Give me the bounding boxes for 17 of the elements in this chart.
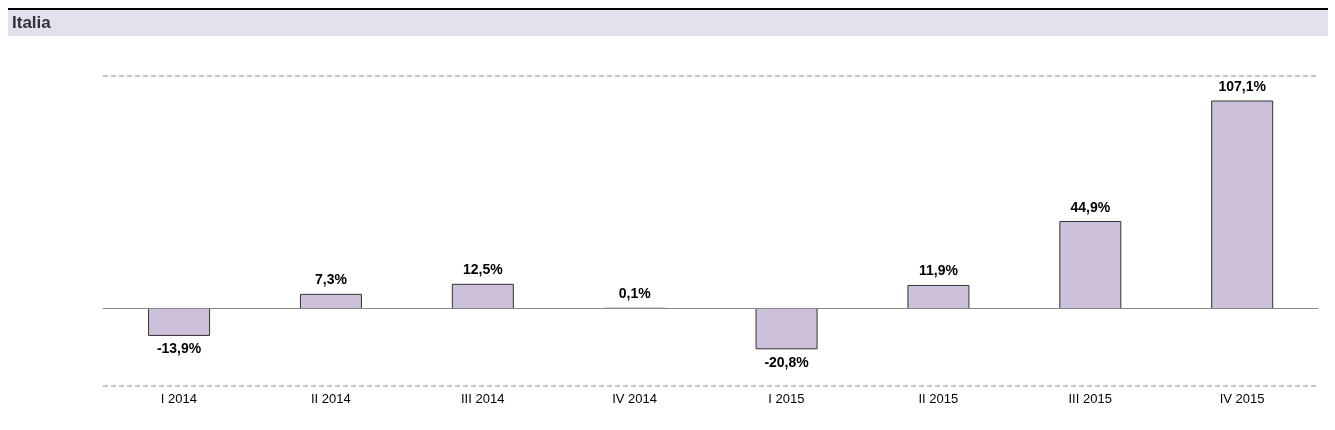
data-label: 107,1% [1218, 77, 1267, 94]
data-label: -13,9% [156, 340, 202, 357]
x-tick-label: II 2015 [918, 391, 959, 407]
x-tick-label: I 2014 [160, 391, 198, 407]
chart-title: Italia [8, 8, 1328, 36]
data-label: 44,9% [1070, 198, 1111, 215]
x-tick-label: I 2015 [768, 391, 805, 407]
data-label: 0,1% [618, 285, 652, 302]
x-tick-label: III 2015 [1068, 391, 1112, 407]
x-tick-label: II 2014 [310, 391, 351, 407]
data-label: 12,5% [462, 261, 504, 278]
x-tick-label: IV 2015 [1219, 391, 1265, 407]
data-label: -20,8% [764, 353, 810, 370]
x-tick-label: III 2014 [461, 391, 505, 407]
data-label: 11,9% [918, 262, 959, 279]
x-tick-label: IV 2014 [612, 391, 657, 407]
data-label: 7,3% [314, 271, 348, 288]
